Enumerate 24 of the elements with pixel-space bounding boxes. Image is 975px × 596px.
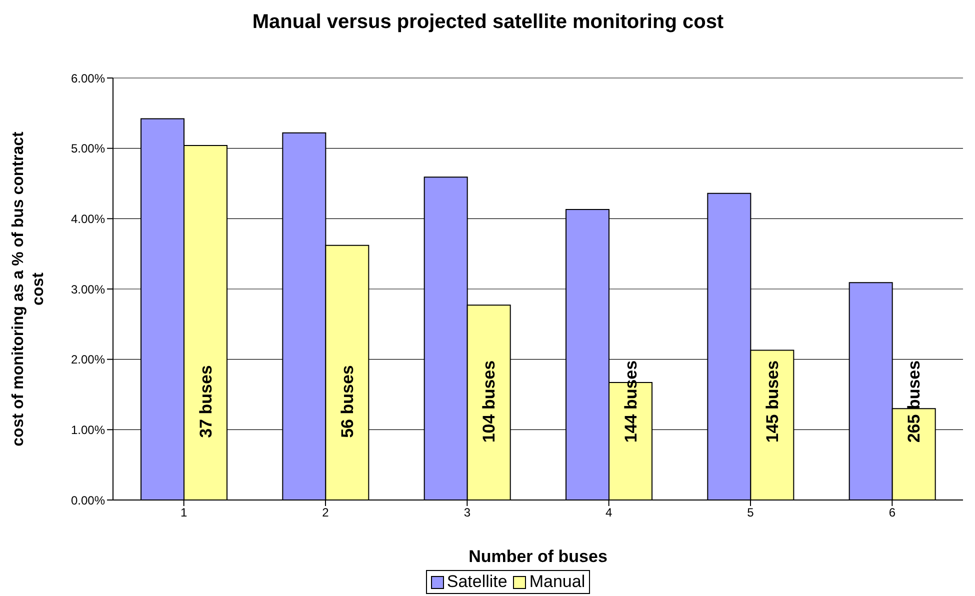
y-tick-label: 3.00% [70, 282, 106, 296]
annotation: 265 buses [904, 360, 924, 443]
x-axis-title: Number of buses [468, 547, 608, 566]
x-tick-label: 4 [605, 506, 612, 520]
annotation: 145 buses [763, 360, 782, 443]
y-tick-label: 6.00% [70, 71, 106, 86]
x-tick-label: 6 [888, 506, 896, 520]
y-tick-label: 1.00% [70, 422, 106, 437]
x-tick-label: 3 [464, 506, 471, 520]
annotation: 144 buses [621, 360, 640, 443]
y-tick-label: 2.00% [70, 352, 106, 367]
legend-label: Satellite [446, 572, 508, 592]
x-tick-label: 2 [322, 506, 330, 520]
legend-label: Manual [529, 572, 586, 592]
y-tick-label: 5.00% [70, 142, 106, 156]
y-tick-label: 4.00% [70, 212, 106, 226]
chart-title: Manual versus projected satellite monitoring cost [251, 10, 725, 35]
x-tick-label: 5 [747, 506, 754, 520]
x-tick-label: 1 [180, 506, 188, 520]
annotation: 37 buses [196, 365, 216, 438]
annotation: 56 buses [338, 365, 357, 438]
y-tick-label: 0.00% [70, 493, 106, 508]
y-axis-title: cost of monitoring as a % of bus contract cost [10, 130, 47, 446]
annotation: 104 buses [480, 360, 499, 443]
